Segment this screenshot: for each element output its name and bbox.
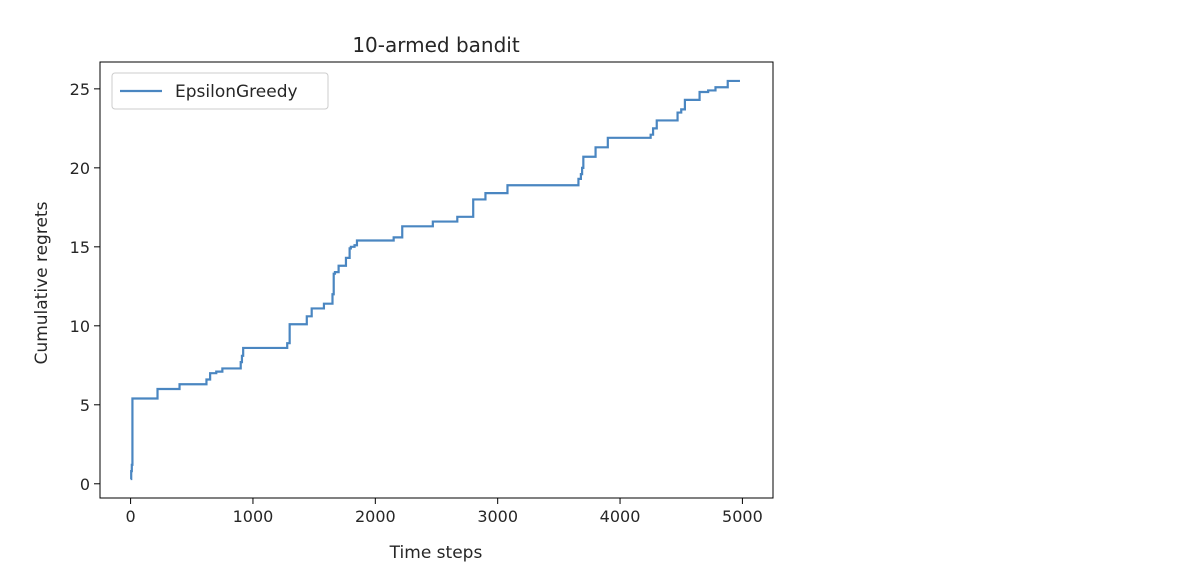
legend-label: EpsilonGreedy — [175, 82, 298, 102]
series-line-epsilongreedy — [130, 79, 740, 481]
y-tick-label: 10 — [70, 317, 90, 336]
y-axis-label: Cumulative regrets — [32, 201, 52, 364]
x-tick-label: 0 — [125, 507, 135, 526]
plot-background — [100, 62, 773, 498]
x-tick-label: 3000 — [477, 507, 518, 526]
legend-box — [111, 72, 329, 110]
y-tick-label: 15 — [70, 238, 90, 257]
axis-ticks: 0 1000 2000 3000 4000 5000 0 5 10 15 20 25 — [70, 80, 763, 526]
y-tick-label: 20 — [70, 159, 90, 178]
legend: EpsilonGreedy — [111, 72, 329, 110]
plot-frame — [99, 61, 774, 499]
x-axis-label: Time steps — [389, 543, 483, 563]
y-tick-label: 25 — [70, 80, 90, 99]
x-tick-label: 1000 — [233, 507, 274, 526]
chart-title: 10-armed bandit — [352, 33, 520, 57]
x-tick-label: 2000 — [355, 507, 396, 526]
x-tick-label: 5000 — [722, 507, 763, 526]
y-tick-label: 5 — [80, 396, 90, 415]
y-tick-label: 0 — [80, 475, 90, 494]
x-tick-label: 4000 — [600, 507, 641, 526]
